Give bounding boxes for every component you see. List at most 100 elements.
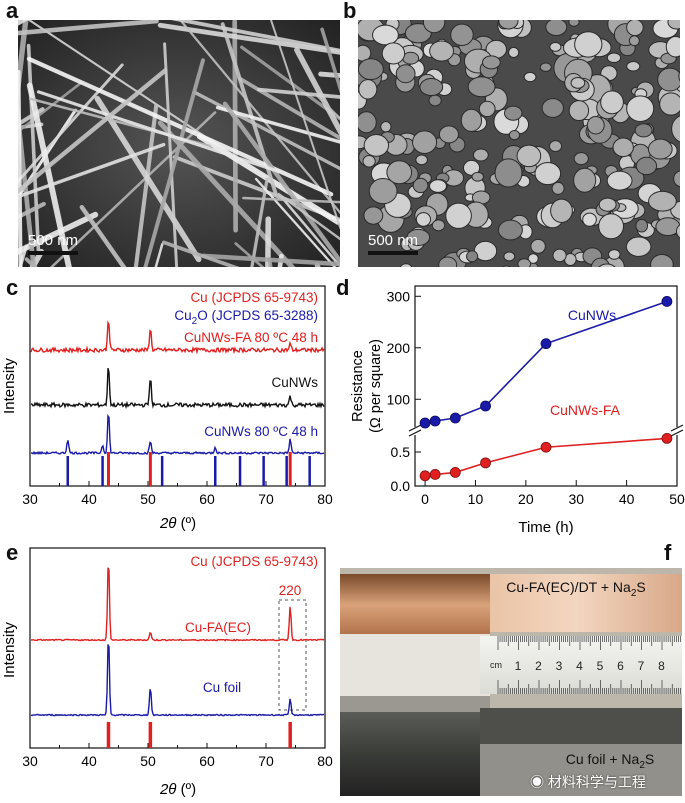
nanowire — [193, 90, 340, 171]
nanowire — [240, 45, 340, 121]
trace-cu-fa-ec — [30, 567, 325, 642]
data-point-cunws-fa — [449, 466, 461, 478]
particle — [612, 137, 634, 158]
trace-cunws-fa — [30, 320, 325, 355]
nanowire — [222, 101, 340, 265]
particle — [634, 123, 653, 138]
particle — [626, 20, 644, 37]
particle — [412, 177, 429, 194]
panel-label-b: b — [343, 0, 357, 23]
particle — [404, 23, 432, 44]
particle — [419, 78, 444, 97]
axis-break-mark — [670, 424, 684, 432]
particle — [363, 206, 384, 225]
nanowire-texture — [18, 20, 340, 267]
copper-strip — [470, 574, 682, 632]
particle — [429, 40, 455, 62]
particle — [647, 138, 673, 160]
data-point-cunws-fa — [429, 469, 441, 480]
data-point-cunws — [661, 296, 673, 307]
particle — [659, 92, 680, 116]
particle — [399, 263, 413, 267]
caption-top: Cu-FA(EC)/DT + Na2S — [506, 579, 646, 599]
ruler-number: 7 — [638, 659, 645, 673]
data-point-cunws — [429, 415, 441, 427]
roll-dark-band — [340, 712, 490, 796]
particle — [422, 20, 446, 34]
particle — [415, 212, 432, 227]
scale-bar-text: 500 nm — [368, 232, 419, 249]
axis-break-mark — [408, 429, 422, 437]
nanowire — [26, 56, 334, 197]
y-tick-label: 200 — [387, 340, 411, 356]
particle — [534, 161, 562, 186]
ruler-number: 8 — [658, 659, 665, 673]
nanowire — [250, 177, 269, 267]
watermark: ◉ 材料科学与工程 — [530, 774, 646, 790]
particle — [429, 179, 447, 193]
x-tick-label: 70 — [258, 753, 274, 769]
particle — [527, 253, 539, 264]
particle — [648, 190, 677, 212]
particle — [494, 158, 523, 188]
particle — [503, 251, 516, 262]
nanowire — [170, 20, 340, 53]
data-point-cunws-fa — [480, 457, 491, 469]
trace-cunws — [30, 368, 325, 410]
particle — [635, 156, 658, 176]
x-tick-label: 80 — [317, 491, 333, 507]
trace-label-cunws: CuNWs — [272, 375, 319, 390]
wechat-icon: ◉ — [530, 774, 548, 790]
particle — [406, 228, 431, 246]
particle — [358, 58, 384, 81]
trace-cu-foil — [30, 644, 325, 717]
nanowire — [265, 216, 271, 267]
particle-texture — [358, 20, 680, 267]
nanowire — [26, 43, 41, 260]
nanowire — [18, 63, 124, 184]
particle — [530, 238, 546, 254]
x-axis-label: Time (h) — [518, 519, 573, 536]
axis-break — [672, 427, 682, 435]
x-tick-label: 50 — [140, 753, 156, 769]
scale-bar-text: 500 nm — [28, 232, 79, 249]
particle — [438, 256, 458, 267]
ruler-unit: cm — [490, 660, 502, 670]
particle — [395, 64, 416, 84]
nanowire — [18, 20, 159, 36]
x-tick-label: 80 — [317, 753, 333, 769]
particle — [498, 20, 519, 30]
nanowire — [18, 69, 23, 267]
roll-copper-band — [340, 574, 490, 636]
particle — [667, 20, 680, 30]
particle — [574, 31, 603, 58]
nanowire — [161, 240, 240, 267]
data-point-cunws — [480, 400, 491, 412]
ruler — [480, 636, 682, 694]
ref-cu2o-label: Cu2O (JCPDS 65-3288) — [174, 308, 318, 327]
series-label-cunws: CuNWs — [568, 307, 616, 323]
nanowire — [18, 101, 37, 267]
particle — [657, 67, 680, 92]
particle — [570, 76, 586, 89]
x-tick-label: 70 — [258, 491, 274, 507]
y-tick-label: 300 — [387, 288, 411, 304]
trace-label-cu-fa-ec: Cu-FA(EC) — [185, 620, 251, 635]
nanowire — [320, 27, 340, 94]
roll-white-band — [340, 634, 490, 700]
particle — [573, 152, 589, 166]
nanowire — [257, 87, 340, 99]
particle — [600, 90, 624, 115]
data-point-cunws-fa — [540, 441, 552, 453]
particle — [380, 120, 392, 133]
nanowire — [269, 20, 340, 230]
xrd-chart-e: Cu (JCPDS 65-9743) 220 Cu-FA(EC) Cu foil… — [1, 547, 333, 798]
x-tick-label: 40 — [81, 753, 97, 769]
particle — [671, 115, 680, 143]
particle — [598, 197, 617, 212]
particle — [625, 236, 652, 257]
trace-label-cu-foil: Cu foil — [203, 680, 241, 695]
panel-label-e: e — [6, 540, 19, 565]
y-tick-label: 0.5 — [391, 444, 411, 460]
particle — [626, 61, 641, 72]
